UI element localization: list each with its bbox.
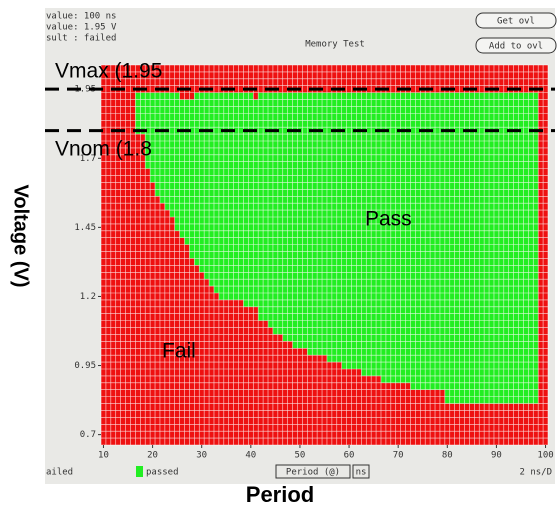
y-axis-label: Voltage (V)	[10, 185, 32, 288]
pass-column	[145, 92, 151, 169]
pass-column	[489, 92, 494, 404]
pass-column	[277, 92, 283, 335]
pass-column	[272, 92, 278, 335]
pass-column	[469, 92, 475, 404]
pass-column	[430, 92, 436, 390]
y-tick-label: 1.7	[80, 154, 96, 164]
unit-label[interactable]: ns	[356, 468, 367, 478]
pass-column	[454, 92, 460, 404]
pass-column	[513, 92, 519, 404]
y-tick-label: 1.95	[74, 85, 96, 95]
status-right: 2 ns/D	[519, 468, 552, 478]
pass-column	[204, 92, 210, 280]
pass-column	[503, 92, 509, 404]
pass-column	[243, 92, 249, 307]
y-tick-label: 1.45	[74, 223, 96, 233]
status-left: ailed	[46, 468, 73, 478]
pass-column	[184, 99, 190, 245]
x-tick-label: 60	[344, 451, 355, 461]
pass-column	[410, 92, 416, 390]
pass-column	[435, 92, 440, 390]
pass-column	[263, 92, 269, 321]
y-tick-label: 0.7	[80, 430, 96, 440]
pass-column	[498, 92, 504, 404]
pass-column	[376, 92, 381, 376]
y-tick-label: 0.95	[74, 361, 96, 371]
mode-label[interactable]: Period (@)	[286, 468, 340, 478]
pass-column	[493, 92, 499, 404]
pass-column	[518, 92, 524, 404]
pass-column	[371, 92, 377, 376]
x-tick-label: 100	[537, 451, 553, 461]
pass-column	[449, 92, 455, 404]
pass-column	[444, 92, 450, 404]
pass-column	[523, 92, 529, 404]
pass-column	[439, 92, 445, 390]
annotation: Vnom (1.8	[55, 138, 152, 161]
pass-column	[189, 99, 195, 259]
pass-column	[508, 92, 514, 404]
button-label[interactable]: Add to ovl	[489, 42, 543, 52]
pass-column	[302, 92, 308, 349]
region-label: Fail	[162, 340, 196, 363]
pass-column	[528, 92, 534, 404]
legend-swatch	[136, 466, 143, 477]
pass-column	[415, 92, 421, 390]
button[interactable]	[475, 37, 557, 54]
region-label: Pass	[365, 208, 412, 231]
plot: 10 20 30 40 50 60 70 80 90 100 0.7 0.95 1.2 1.45 1.7 1.…	[74, 64, 554, 461]
y-tick-label: 1.2	[80, 292, 96, 302]
pass-column	[361, 92, 367, 376]
pass-column	[533, 92, 539, 404]
header-line: value: 1.95 V	[46, 23, 117, 33]
x-tick-label: 20	[147, 451, 158, 461]
pass-column	[326, 92, 332, 363]
pass-column	[366, 92, 372, 376]
pass-column	[425, 92, 431, 390]
pass-column	[479, 92, 485, 404]
pass-column	[420, 92, 426, 390]
overlay: Vmax (1.95 Vnom (1.8 Pass Fail	[45, 60, 555, 363]
x-tick-label: 40	[245, 451, 256, 461]
mode-box[interactable]	[275, 464, 351, 479]
pass-column	[297, 92, 303, 349]
annotation: Vmax (1.95	[55, 60, 162, 83]
pass-column	[292, 92, 298, 349]
pass-column	[150, 92, 156, 183]
header-line: value: 100 ns	[46, 12, 116, 22]
button-label[interactable]: Get ovl	[497, 17, 535, 27]
pass-column	[331, 92, 337, 363]
x-tick-label: 80	[442, 451, 453, 461]
x-axis-label: Period	[246, 482, 314, 507]
x-tick-label: 10	[98, 451, 109, 461]
pass-column	[248, 92, 254, 307]
x-tick-label: 50	[295, 451, 306, 461]
header-line: sult : failed	[46, 34, 116, 44]
pass-column	[464, 92, 470, 404]
pass-column	[213, 92, 219, 293]
pass-column	[459, 92, 465, 404]
button[interactable]	[475, 12, 557, 29]
x-tick-label: 30	[196, 451, 207, 461]
legend-label: passed	[146, 468, 179, 478]
pass-column	[336, 92, 342, 363]
pass-column	[484, 92, 490, 404]
x-tick-label: 70	[393, 451, 404, 461]
pass-column	[258, 92, 264, 321]
pass-column	[155, 92, 160, 197]
unit-box[interactable]	[352, 464, 370, 479]
chart-title: Memory Test	[305, 40, 365, 50]
pass-column	[194, 92, 200, 266]
x-tick-label: 90	[491, 451, 502, 461]
pass-column	[164, 92, 170, 211]
cell-grid	[100, 64, 549, 446]
pass-column	[474, 92, 480, 404]
